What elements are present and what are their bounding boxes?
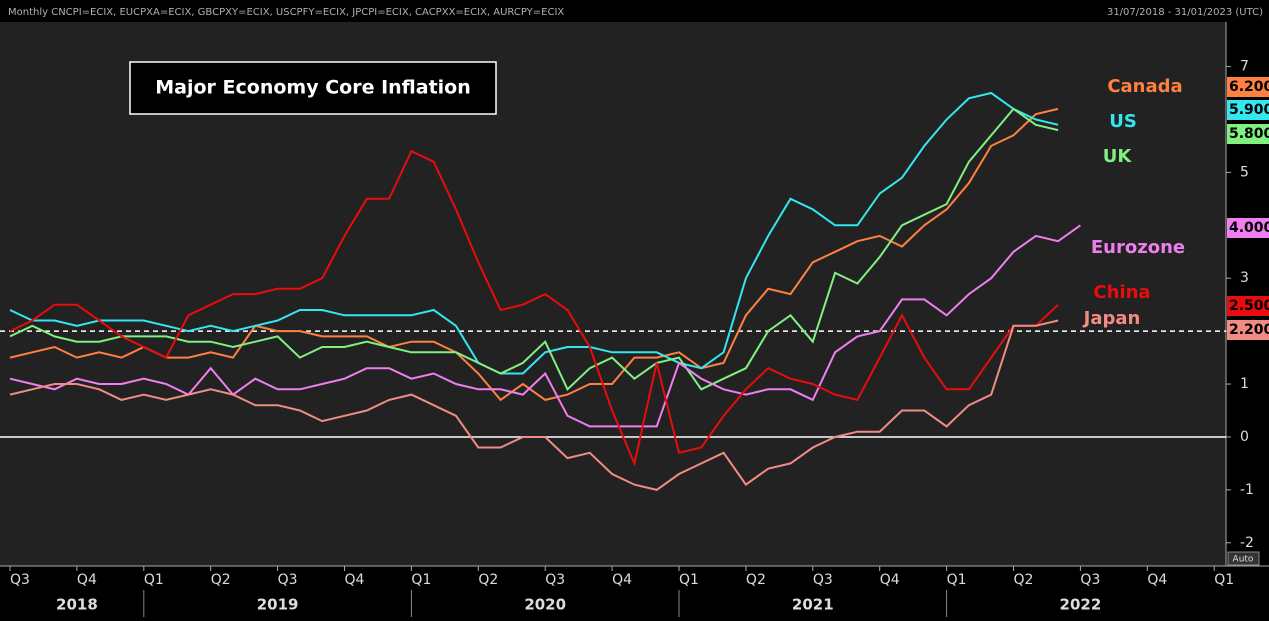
y-tick-label: 0 bbox=[1240, 429, 1249, 445]
end-label-box bbox=[1227, 77, 1269, 97]
end-label: 5.900 bbox=[1229, 102, 1269, 118]
series-name: China bbox=[1093, 282, 1150, 303]
year-label: 2019 bbox=[257, 596, 299, 614]
y-tick-label: -2 bbox=[1240, 535, 1254, 551]
y-tick-label: 7 bbox=[1240, 59, 1249, 75]
y-tick-label: 3 bbox=[1240, 270, 1249, 286]
x-tick-label: Q4 bbox=[77, 572, 97, 588]
end-label: 4.000 bbox=[1229, 220, 1269, 236]
x-tick-label: Q2 bbox=[478, 572, 498, 588]
series-name: Eurozone bbox=[1091, 237, 1185, 258]
y-tick-label: 5 bbox=[1240, 164, 1249, 180]
x-tick-label: Q2 bbox=[1014, 572, 1034, 588]
auto-button-label[interactable]: Auto bbox=[1233, 555, 1254, 565]
x-tick-label: Q3 bbox=[545, 572, 565, 588]
year-label: 2022 bbox=[1060, 596, 1102, 614]
series-name: UK bbox=[1103, 146, 1133, 167]
end-label-box bbox=[1227, 320, 1269, 340]
series-line bbox=[9, 91, 1059, 375]
x-tick-label: Q1 bbox=[411, 572, 431, 588]
series-name: Canada bbox=[1107, 76, 1182, 97]
chart-title: Major Economy Core Inflation bbox=[155, 77, 471, 99]
end-label: 2.200 bbox=[1229, 322, 1269, 338]
x-tick-label: Q1 bbox=[144, 572, 164, 588]
x-tick-label: Q3 bbox=[813, 572, 833, 588]
end-label-box bbox=[1227, 124, 1269, 144]
end-label: 5.800 bbox=[1229, 126, 1269, 142]
series-line bbox=[9, 319, 1059, 491]
x-tick-label: Q1 bbox=[679, 572, 699, 588]
year-label: 2021 bbox=[792, 596, 834, 614]
header-right: 31/07/2018 - 31/01/2023 (UTC) bbox=[1107, 7, 1263, 18]
series-line bbox=[9, 107, 1059, 391]
x-tick-label: Q1 bbox=[947, 572, 967, 588]
year-label: 2020 bbox=[524, 596, 566, 614]
x-tick-label: Q4 bbox=[345, 572, 365, 588]
series-name: Japan bbox=[1082, 308, 1141, 329]
x-tick-label: Q2 bbox=[211, 572, 231, 588]
auto-button[interactable] bbox=[1227, 551, 1260, 566]
x-tick-label: Q3 bbox=[278, 572, 298, 588]
x-tick-label: Q3 bbox=[1080, 572, 1100, 588]
x-tick-label: Q4 bbox=[612, 572, 632, 588]
year-label: 2018 bbox=[56, 596, 98, 614]
x-tick-label: Q4 bbox=[880, 572, 900, 588]
end-label-box bbox=[1227, 296, 1269, 316]
x-tick-label: Q2 bbox=[746, 572, 766, 588]
series-name: US bbox=[1109, 111, 1137, 132]
end-label: 2.500 bbox=[1229, 298, 1269, 314]
header-left: Monthly CNCPI=ECIX, EUCPXA=ECIX, GBCPXY=… bbox=[8, 7, 564, 18]
end-label-box bbox=[1227, 218, 1269, 238]
end-label-box bbox=[1227, 100, 1269, 120]
end-label: 6.200 bbox=[1229, 79, 1269, 95]
y-tick-label: 1 bbox=[1240, 376, 1249, 392]
series-line bbox=[9, 149, 1059, 467]
title-box bbox=[129, 61, 497, 115]
x-tick-label: Q3 bbox=[10, 572, 30, 588]
x-tick-label: Q1 bbox=[1214, 572, 1234, 588]
y-tick-label: -1 bbox=[1240, 482, 1254, 498]
x-tick-label: Q4 bbox=[1147, 572, 1167, 588]
series-line bbox=[9, 107, 1059, 402]
